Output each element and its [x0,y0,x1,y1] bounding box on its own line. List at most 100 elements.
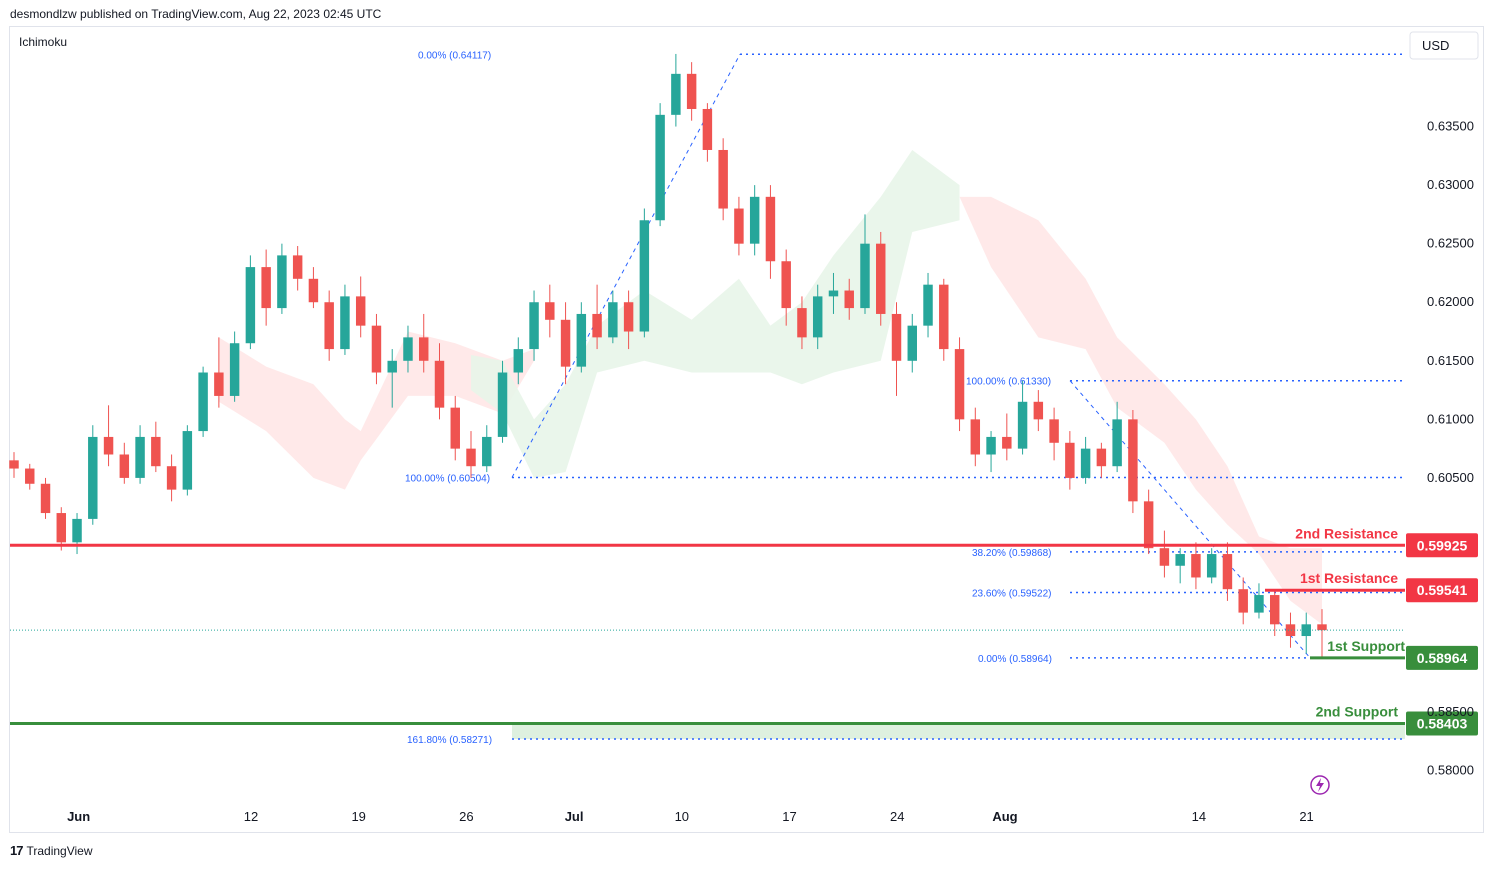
y-tick-label: 0.63500 [1427,119,1474,134]
lightning-icon[interactable] [1310,775,1330,795]
level-price-label: 0.58964 [1417,650,1468,666]
x-tick-label: 10 [675,809,689,824]
candle-body [1128,419,1138,502]
fib-label: 161.80% (0.58271) [407,735,492,746]
x-tick-label: 19 [351,809,365,824]
level-price-label: 0.58403 [1417,716,1468,732]
cloud-bear-2 [959,196,1322,625]
level-price-tag [1406,533,1478,558]
fib-lines: 0.00% (0.64117) 100.00% (0.60504) 100.00% … [405,50,1405,746]
level-name: 1st Support [1327,638,1405,654]
fib-diagonal [511,54,741,478]
candle-body [781,261,791,309]
x-tick-label: 24 [890,809,904,824]
candle-body [40,483,51,514]
candle-body [1033,401,1044,420]
candle-body [340,296,350,350]
candle-body [828,290,839,297]
candle-body [592,313,602,338]
y-tick-label: 0.58000 [1427,763,1474,778]
candle-body [261,267,271,309]
fib-label: 38.20% (0.59868) [972,548,1052,559]
candle-body [56,513,67,543]
candle-body [466,448,476,467]
x-tick-label: Jul [565,809,584,824]
candle-body [1002,436,1012,449]
candle-body [119,454,130,478]
candle-body [891,313,902,361]
candle-body [1285,624,1296,637]
candle-body [686,73,697,109]
level-price-tag [1406,645,1478,670]
x-tick-label: 21 [1299,809,1313,824]
candle-body [434,360,445,408]
axes: 0.63500 0.63000 0.62500 0.62000 0.61500 0.610… [67,119,1474,824]
footer-brand[interactable]: TradingView [26,843,93,858]
candle-body [749,196,760,244]
candle-body [1112,419,1122,467]
candle-body [229,343,240,396]
y-tick-label: 0.60500 [1427,470,1474,485]
level-price-tag [1406,711,1478,736]
y-tick-label: 0.61000 [1427,411,1474,426]
candle-body [860,243,870,309]
candle-body [151,436,161,467]
candle-body [907,325,917,361]
candle-body [513,349,524,373]
cloud-bear [218,331,535,490]
y-tick-label: 0.61500 [1427,353,1474,368]
candle-body [214,372,224,396]
candle-body [1238,589,1248,613]
level-name: 2nd Resistance [1295,525,1398,541]
y-tick-label: 0.58500 [1427,704,1474,719]
ichimoku-cloud [218,149,1405,739]
candle-body [450,407,460,449]
candle-body [135,436,145,478]
candle-body [923,284,933,326]
fib-label: 0.00% (0.64117) [418,50,491,61]
candle-body [797,308,807,338]
level-price-tag [1406,578,1478,603]
x-tick-label: 26 [459,809,473,824]
x-tick-label: 12 [244,809,258,824]
y-tick-label: 0.62000 [1427,294,1474,309]
candle-body [560,319,571,367]
candle-body [986,436,996,455]
fib-label: 0.00% (0.58964) [978,654,1052,665]
tradingview-logo-icon: 17 [10,843,24,858]
chart-frame [9,26,1484,833]
y-tick-label: 0.63000 [1427,177,1474,192]
candle-body [9,460,19,469]
y-tick-label: 0.62500 [1427,236,1474,251]
candle-body [245,267,256,344]
candle-body [1080,448,1091,478]
candle-body [497,372,508,437]
candle-body [324,302,334,350]
candle-body [355,296,366,326]
candle-body [939,284,949,350]
candle-body [1096,448,1107,467]
candle-body [371,325,382,373]
x-tick-label: Jun [67,809,90,824]
x-tick-label: Aug [992,809,1017,824]
candle-body [166,466,177,490]
candle-body [734,208,744,244]
levels: 2nd Resistance 0.59925 1st Resistance 0.595… [10,525,1478,736]
candle-body [702,108,713,150]
candle-body [1191,554,1201,578]
candle-body [1206,554,1217,578]
fib-label: 100.00% (0.60504) [405,473,490,484]
candle-body [623,302,634,332]
fib-label: 100.00% (0.61330) [966,377,1051,388]
candle-body [182,431,193,490]
candle-body [655,114,665,221]
candle-body [1017,401,1028,449]
candle-body [25,468,35,484]
currency-box[interactable] [1409,31,1479,60]
candle-body [292,255,303,279]
candle-body [1222,554,1233,590]
candle-body [1065,442,1075,478]
fib-label: 23.60% (0.59522) [972,588,1052,599]
candle-body [954,349,965,420]
